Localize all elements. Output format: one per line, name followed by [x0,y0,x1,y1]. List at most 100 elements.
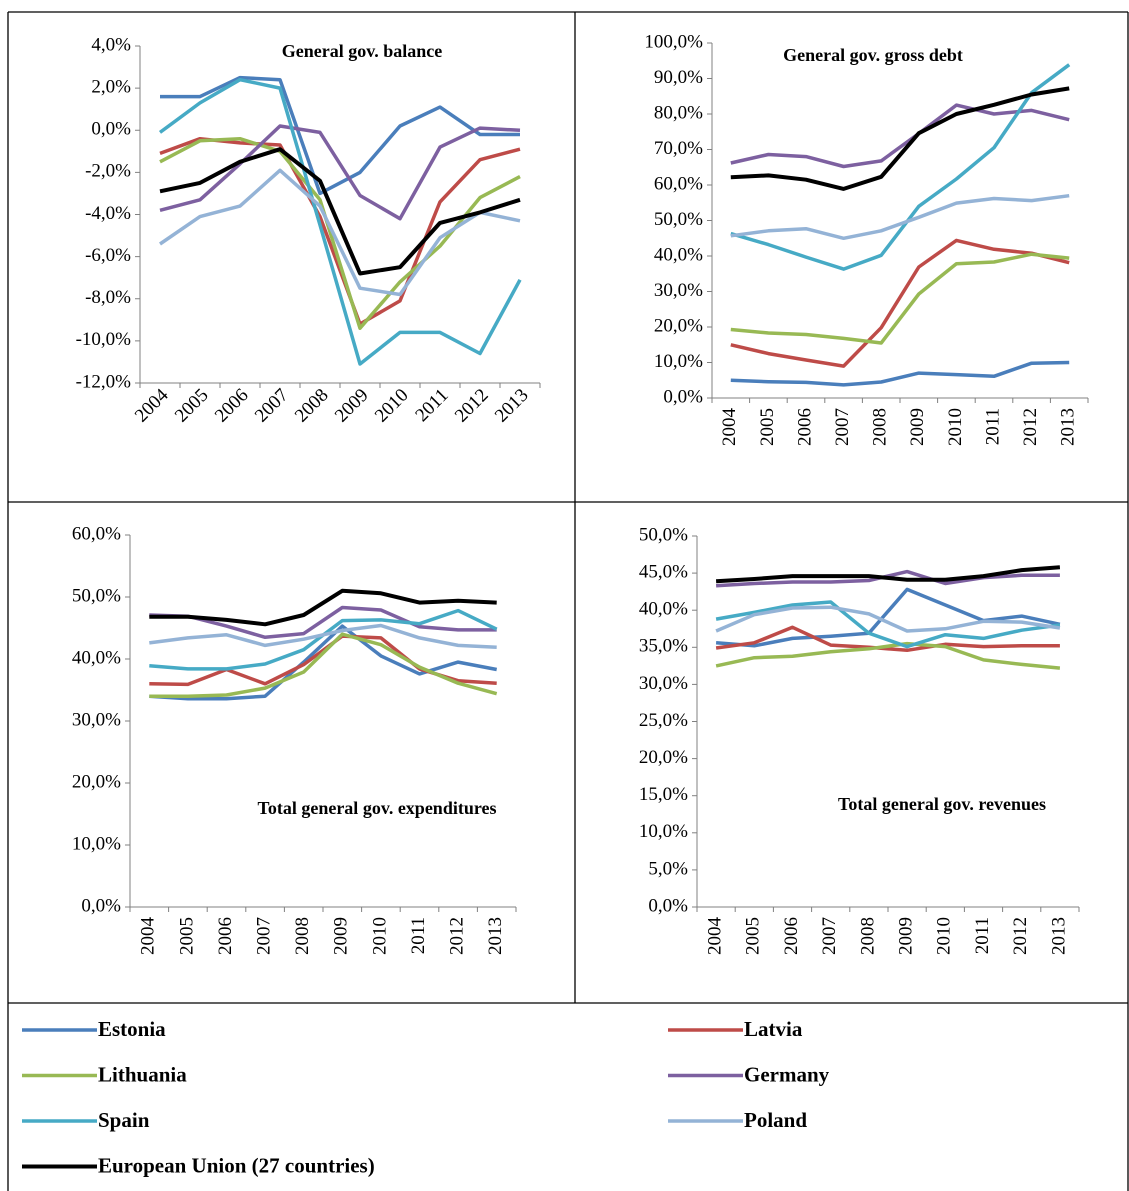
legend-label: Poland [744,1108,807,1132]
series-line [715,587,1061,648]
x-tick-label: 2013 [1058,408,1079,446]
y-tick-label: 40,0% [654,244,703,265]
series-line [149,624,498,701]
series-line [159,124,521,221]
y-tick-label: 60,0% [654,173,703,194]
y-tick-label: 50,0% [639,524,688,545]
series-line [730,193,1070,241]
x-tick-label: 2007 [819,917,840,955]
y-tick-label: 40,0% [639,599,688,620]
y-tick-label: 30,0% [639,673,688,694]
legend-label: Spain [98,1108,150,1132]
x-tick-label: 2005 [176,917,197,955]
x-tick-label: 2013 [1048,917,1069,955]
x-tick-label: 2012 [1010,917,1031,955]
series-line [730,86,1070,191]
y-tick-label: -4,0% [85,203,131,224]
series-line [149,632,498,698]
x-tick-label: 2011 [411,385,452,426]
y-tick-label: 50,0% [654,209,703,230]
series-line [149,623,497,649]
series-line [730,103,1070,169]
series-line [715,565,1061,584]
x-tick-label: 2009 [331,917,352,955]
x-tick-label: 2008 [870,408,891,446]
y-tick-label: 30,0% [72,709,121,730]
x-tick-label: 2012 [451,385,493,427]
series-line [159,168,521,297]
y-tick-label: 4,0% [91,34,131,55]
x-tick-label: 2006 [211,385,253,427]
x-tick-label: 2007 [832,408,853,446]
y-tick-label: 10,0% [72,833,121,854]
legend-label: European Union (27 countries) [98,1153,375,1177]
y-tick-label: 0,0% [81,895,121,916]
y-tick-label: 100,0% [644,31,703,52]
x-tick-label: 2007 [253,917,274,955]
y-tick-label: -6,0% [85,245,131,266]
chart-title: Total general gov. revenues [838,794,1046,814]
y-tick-label: 90,0% [654,67,703,88]
x-tick-label: 2009 [895,917,916,955]
series-line [715,641,1061,670]
x-tick-label: 2005 [171,385,213,427]
legend-label: Germany [744,1062,830,1086]
y-tick-label: 35,0% [639,636,688,657]
x-tick-label: 2010 [945,408,966,446]
x-tick-label: 2008 [291,385,333,427]
series-line [149,588,497,627]
y-tick-label: 0,0% [648,895,688,916]
x-tick-label: 2011 [982,408,1003,445]
series-line [158,77,522,366]
legend-label: Estonia [98,1017,166,1041]
y-tick-label: 15,0% [639,784,688,805]
y-tick-label: 20,0% [654,315,703,336]
series-line [149,605,497,640]
x-tick-label: 2007 [251,385,293,427]
x-tick-label: 2005 [743,917,764,955]
y-tick-label: 60,0% [72,523,121,544]
series-line [715,600,1061,649]
x-tick-label: 2004 [719,408,740,447]
series-line [715,605,1061,633]
x-tick-label: 2004 [131,384,173,426]
x-tick-label: 2010 [369,917,390,955]
x-tick-label: 2006 [794,408,815,446]
y-tick-label: 40,0% [72,647,121,668]
x-tick-label: 2011 [408,917,429,954]
x-tick-label: 2008 [857,917,878,955]
y-tick-label: 70,0% [654,138,703,159]
y-tick-label: 10,0% [639,821,688,842]
x-tick-label: 2012 [446,917,467,955]
y-tick-label: 25,0% [639,710,688,731]
x-tick-label: 2013 [485,917,506,955]
x-tick-label: 2011 [972,917,993,954]
y-tick-label: -2,0% [85,161,131,182]
y-tick-label: 30,0% [654,280,703,301]
y-tick-label: 10,0% [654,351,703,372]
chart-title: General gov. gross debt [783,45,963,65]
series-line [715,625,1060,653]
y-tick-label: -8,0% [85,287,131,308]
y-tick-label: 2,0% [91,76,131,97]
y-tick-label: 0,0% [663,386,703,407]
series-line [730,238,1070,368]
x-tick-label: 2004 [704,917,725,956]
y-tick-label: 20,0% [639,747,688,768]
x-tick-label: 2004 [138,917,159,956]
series-line [730,252,1070,345]
x-tick-label: 2006 [781,917,802,955]
legend-label: Latvia [744,1017,803,1041]
x-tick-label: 2005 [757,408,778,446]
y-tick-label: -12,0% [76,371,132,392]
chart-title: Total general gov. expenditures [257,798,496,818]
y-tick-label: 20,0% [72,771,121,792]
chart-title: General gov. balance [282,41,443,61]
y-tick-label: 50,0% [72,585,121,606]
y-tick-label: -10,0% [76,329,132,350]
y-tick-label: 80,0% [654,102,703,123]
x-tick-label: 2009 [907,408,928,446]
x-tick-label: 2010 [371,385,413,427]
x-tick-label: 2009 [331,385,373,427]
